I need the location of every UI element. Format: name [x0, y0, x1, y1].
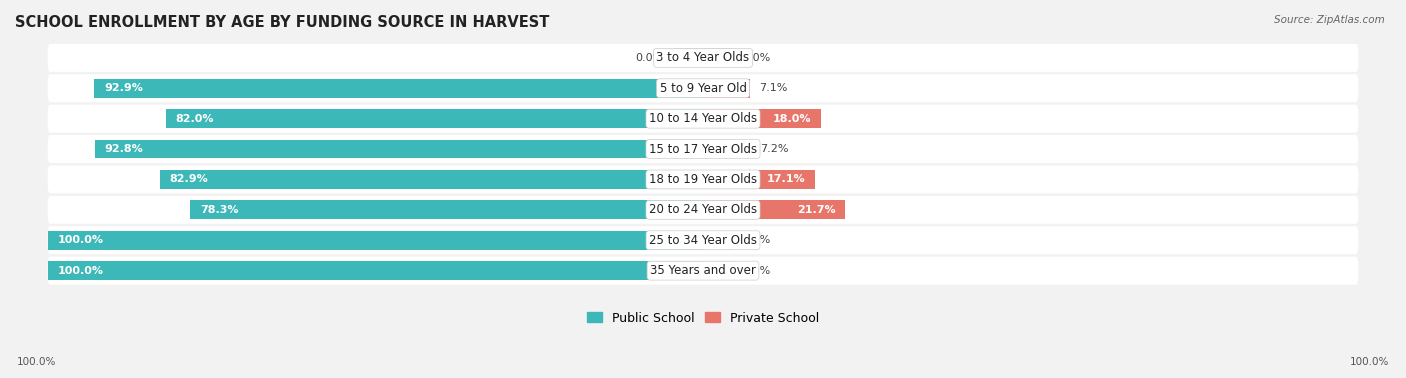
Text: 78.3%: 78.3%	[200, 205, 238, 215]
Text: 20 to 24 Year Olds: 20 to 24 Year Olds	[650, 203, 756, 216]
Bar	[703, 48, 733, 67]
FancyBboxPatch shape	[48, 44, 1358, 72]
Text: 0.0%: 0.0%	[742, 266, 770, 276]
FancyBboxPatch shape	[48, 166, 1358, 194]
Text: SCHOOL ENROLLMENT BY AGE BY FUNDING SOURCE IN HARVEST: SCHOOL ENROLLMENT BY AGE BY FUNDING SOUR…	[15, 15, 550, 30]
Text: 17.1%: 17.1%	[766, 175, 806, 184]
Text: 35 Years and over: 35 Years and over	[650, 264, 756, 277]
Text: 18 to 19 Year Olds: 18 to 19 Year Olds	[650, 173, 756, 186]
Bar	[703, 109, 821, 128]
Bar	[94, 79, 703, 98]
Text: 82.9%: 82.9%	[170, 175, 208, 184]
Text: 100.0%: 100.0%	[58, 266, 104, 276]
FancyBboxPatch shape	[48, 74, 1358, 102]
Text: Source: ZipAtlas.com: Source: ZipAtlas.com	[1274, 15, 1385, 25]
FancyBboxPatch shape	[48, 135, 1358, 163]
Text: 100.0%: 100.0%	[58, 235, 104, 245]
Bar	[96, 139, 703, 158]
Legend: Public School, Private School: Public School, Private School	[582, 307, 824, 330]
Text: 3 to 4 Year Olds: 3 to 4 Year Olds	[657, 51, 749, 64]
Bar	[703, 231, 733, 249]
Bar	[703, 79, 749, 98]
Text: 100.0%: 100.0%	[17, 357, 56, 367]
Text: 21.7%: 21.7%	[797, 205, 835, 215]
Text: 7.1%: 7.1%	[759, 83, 787, 93]
Text: 0.0%: 0.0%	[636, 53, 664, 63]
Text: 92.8%: 92.8%	[105, 144, 143, 154]
FancyBboxPatch shape	[48, 105, 1358, 133]
Text: 5 to 9 Year Old: 5 to 9 Year Old	[659, 82, 747, 95]
Text: 0.0%: 0.0%	[742, 235, 770, 245]
Text: 92.9%: 92.9%	[104, 83, 143, 93]
Bar	[673, 48, 703, 67]
Bar	[703, 200, 845, 219]
Text: 100.0%: 100.0%	[1350, 357, 1389, 367]
Bar	[703, 261, 733, 280]
FancyBboxPatch shape	[48, 196, 1358, 224]
Bar	[703, 139, 751, 158]
Text: 18.0%: 18.0%	[773, 114, 811, 124]
Text: 0.0%: 0.0%	[742, 53, 770, 63]
Bar	[48, 231, 703, 249]
Text: 25 to 34 Year Olds: 25 to 34 Year Olds	[650, 234, 756, 247]
Bar	[703, 170, 815, 189]
Text: 10 to 14 Year Olds: 10 to 14 Year Olds	[650, 112, 756, 125]
FancyBboxPatch shape	[48, 226, 1358, 254]
Text: 7.2%: 7.2%	[761, 144, 789, 154]
Bar	[190, 200, 703, 219]
Text: 82.0%: 82.0%	[176, 114, 214, 124]
FancyBboxPatch shape	[48, 257, 1358, 285]
Bar	[166, 109, 703, 128]
Bar	[160, 170, 703, 189]
Text: 15 to 17 Year Olds: 15 to 17 Year Olds	[650, 143, 756, 156]
Bar	[48, 261, 703, 280]
